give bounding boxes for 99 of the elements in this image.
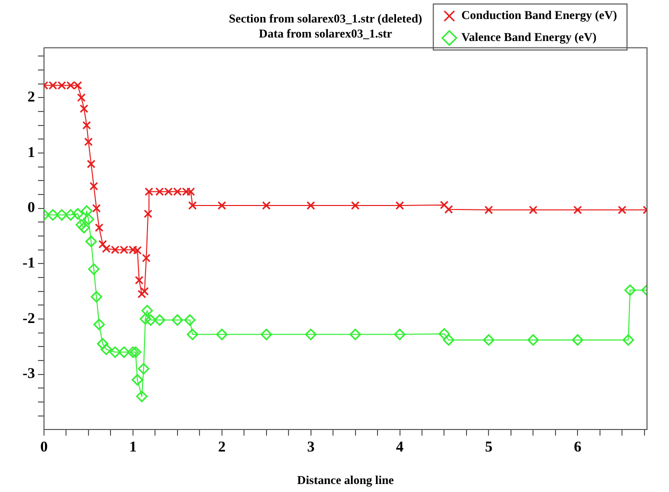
- point: [528, 206, 538, 214]
- point: [140, 313, 152, 325]
- point: [482, 334, 494, 346]
- point: [188, 201, 197, 210]
- point: [440, 200, 449, 210]
- point: [394, 328, 406, 340]
- legend-label: Valence Band Energy (eV): [461, 30, 597, 44]
- point: [144, 210, 152, 218]
- point: [216, 328, 228, 340]
- point: [395, 201, 404, 210]
- chart-title: Section from solarex03_1.str (deleted): [228, 11, 422, 26]
- point: [622, 334, 634, 346]
- point: [618, 206, 626, 214]
- point: [93, 318, 105, 330]
- point: [218, 201, 226, 210]
- point: [110, 245, 120, 254]
- point: [56, 209, 68, 221]
- point: [58, 81, 66, 90]
- point: [142, 254, 151, 262]
- point: [84, 138, 93, 146]
- x-axis-title: Distance along line: [297, 472, 395, 487]
- point: [624, 284, 636, 296]
- point: [484, 206, 493, 214]
- point: [76, 219, 88, 231]
- point: [442, 334, 454, 346]
- y-tick-label: -3: [22, 366, 35, 382]
- point: [438, 328, 450, 340]
- point: [572, 334, 584, 346]
- point: [47, 209, 59, 221]
- point: [82, 120, 91, 130]
- point: [127, 346, 139, 358]
- point: [130, 346, 142, 358]
- point: [98, 240, 107, 249]
- point: [128, 245, 138, 254]
- point: [144, 314, 156, 326]
- point: [173, 187, 182, 196]
- point: [138, 362, 150, 374]
- point: [118, 346, 130, 358]
- point: [120, 245, 128, 254]
- point: [134, 276, 144, 284]
- point: [184, 314, 196, 326]
- x-tick-label: 4: [396, 439, 404, 456]
- point: [306, 201, 316, 210]
- y-tick-label: 1: [28, 144, 35, 161]
- point: [66, 81, 75, 90]
- point: [182, 187, 191, 196]
- x-tick-label: 3: [307, 439, 315, 456]
- point: [138, 290, 146, 298]
- point: [92, 204, 101, 213]
- point: [80, 104, 88, 113]
- point: [90, 182, 98, 190]
- point: [351, 201, 360, 210]
- point: [186, 328, 198, 340]
- point: [154, 314, 166, 326]
- point: [77, 93, 86, 102]
- point: [260, 328, 272, 340]
- point: [155, 187, 164, 196]
- point: [164, 187, 173, 196]
- point: [136, 390, 148, 402]
- point: [48, 81, 58, 90]
- point: [100, 344, 112, 356]
- y-tick-label: 2: [28, 89, 35, 106]
- chart-subtitle: Data from solarex03_1.str: [258, 26, 393, 41]
- point: [82, 214, 94, 226]
- point: [109, 346, 121, 358]
- point: [85, 236, 97, 248]
- point: [64, 209, 76, 221]
- y-tick-label: -1: [22, 255, 35, 272]
- x-tick-label: 6: [574, 439, 582, 456]
- point: [133, 246, 142, 255]
- point: [527, 334, 539, 346]
- point: [88, 263, 100, 275]
- point: [172, 314, 184, 326]
- point: [444, 205, 453, 214]
- point: [94, 223, 104, 232]
- point: [96, 338, 108, 350]
- point: [305, 328, 317, 340]
- point: [132, 374, 144, 386]
- legend-label: Conduction Band Energy (eV): [461, 8, 618, 22]
- point: [74, 81, 82, 90]
- point: [86, 160, 96, 168]
- x-tick-label: 5: [484, 439, 492, 456]
- point: [72, 208, 84, 220]
- x-tick-label: 1: [129, 439, 137, 456]
- y-tick-label: 0: [28, 200, 35, 216]
- point: [186, 187, 196, 196]
- x-tick-label: 2: [218, 439, 226, 456]
- point: [350, 328, 362, 340]
- point: [78, 222, 90, 234]
- point: [140, 286, 149, 296]
- point: [144, 187, 154, 196]
- point: [102, 244, 111, 253]
- x-tick-label: 0: [40, 439, 48, 456]
- y-tick-label: -2: [22, 310, 35, 327]
- point: [262, 201, 271, 210]
- point: [80, 205, 92, 217]
- point: [141, 304, 153, 316]
- point: [90, 291, 102, 303]
- point: [573, 206, 582, 214]
